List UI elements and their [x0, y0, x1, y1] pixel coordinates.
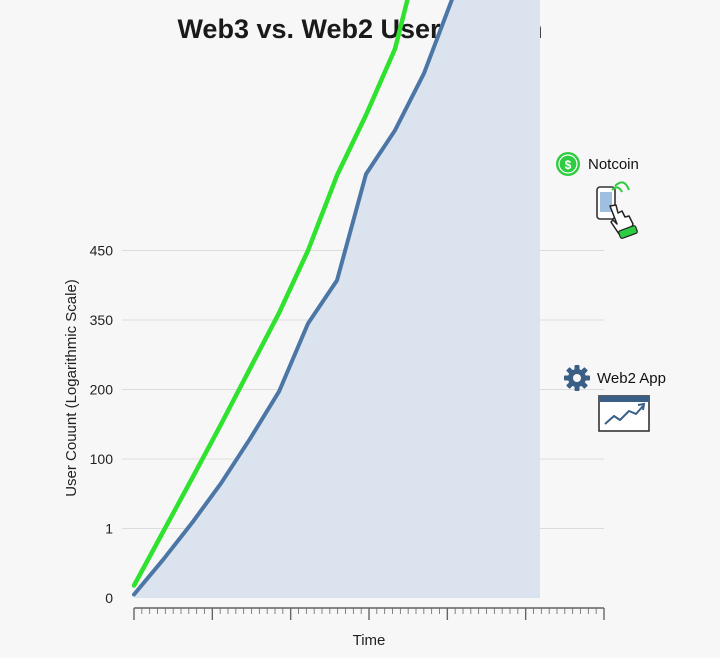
web2-annotation: Web2 App: [564, 365, 666, 432]
y-tick-label: 1: [105, 521, 113, 537]
gear-icon: [564, 365, 590, 391]
web2-line: [132, 0, 454, 597]
y-axis-label: User Couunt (Logarithmic Scale): [63, 279, 80, 497]
growth-chart-icon: [598, 395, 650, 432]
coin-icon: $: [556, 152, 580, 176]
notcoin-annotation: $ Notcoin: [556, 152, 639, 239]
notcoin-line: [131, 0, 410, 588]
y-tick-label: 350: [90, 312, 114, 328]
y-tick-label: 0: [105, 590, 113, 606]
y-tick-label: 100: [90, 451, 114, 467]
svg-text:$: $: [565, 158, 572, 172]
x-axis-label: Time: [353, 632, 386, 649]
y-tick-labels: 0 1 100 200 350 450: [90, 243, 114, 607]
notcoin-label: Notcoin: [588, 156, 639, 173]
x-axis: [133, 607, 605, 620]
y-tick-label: 200: [90, 382, 114, 398]
phone-tap-icon: [596, 181, 638, 239]
web2-area-fill: [134, 0, 540, 598]
web2-label: Web2 App: [597, 370, 666, 387]
y-tick-label: 450: [90, 243, 114, 259]
